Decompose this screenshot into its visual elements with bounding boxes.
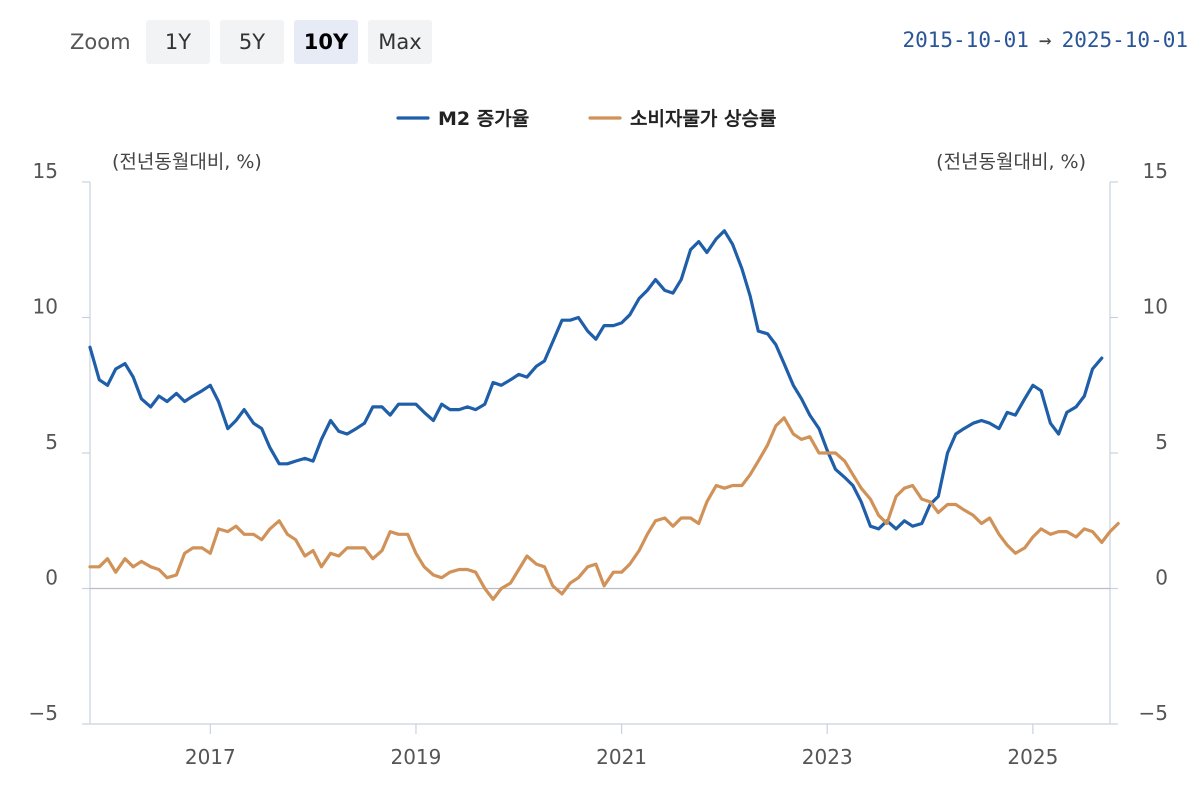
x-tick-label: 2025 (1007, 745, 1058, 769)
legend-item-label: M2 증가율 (438, 108, 529, 130)
right-y-tick-label: 10 (1143, 295, 1168, 319)
range-start[interactable]: 2015-10-01 (902, 28, 1029, 52)
left-y-tick-label: 5 (45, 430, 58, 454)
left-y-tick-label: −5 (29, 701, 58, 725)
x-tick-label: 2017 (185, 745, 236, 769)
zoom-5y-button[interactable]: 5Y (220, 20, 284, 64)
right-y-tick-label: 15 (1143, 159, 1168, 183)
right-y-tick-label: −5 (1139, 701, 1168, 725)
right-axis-label: (전년동월대비, %) (936, 151, 1086, 173)
left-y-tick-label: 0 (45, 566, 58, 590)
zoom-label: Zoom (70, 30, 131, 54)
axes: −5 −5 0 0 5 5 10 10 15 15 2017 2019 2021 2023 2025 (29, 159, 1168, 769)
toolbar: Zoom 1Y 5Y 10Y Max 2015-10-01 → 2025-10-01 (0, 20, 1200, 64)
right-y-tick-label: 5 (1155, 430, 1168, 454)
range-arrow-icon: → (1038, 28, 1052, 52)
right-y-tick-label: 0 (1155, 566, 1168, 590)
range-end[interactable]: 2025-10-01 (1061, 28, 1188, 52)
x-tick-label: 2021 (596, 745, 647, 769)
left-y-tick-label: 15 (33, 159, 58, 183)
m2-growth-line (88, 229, 1104, 531)
series-lines (88, 229, 1120, 601)
legend: M2 증가율 소비자물가 상승률 (396, 108, 776, 130)
zoom-10y-button[interactable]: 10Y (294, 20, 358, 64)
left-axis-label: (전년동월대비, %) (112, 151, 262, 173)
left-y-tick-label: 10 (33, 295, 58, 319)
zoom-max-button[interactable]: Max (368, 20, 432, 64)
x-tick-label: 2019 (390, 745, 441, 769)
cpi-inflation-line (88, 416, 1120, 601)
date-range[interactable]: 2015-10-01 → 2025-10-01 (902, 28, 1188, 52)
x-tick-label: 2023 (802, 745, 853, 769)
legend-item-label: 소비자물가 상승률 (630, 108, 776, 130)
zoom-1y-button[interactable]: 1Y (146, 20, 210, 64)
